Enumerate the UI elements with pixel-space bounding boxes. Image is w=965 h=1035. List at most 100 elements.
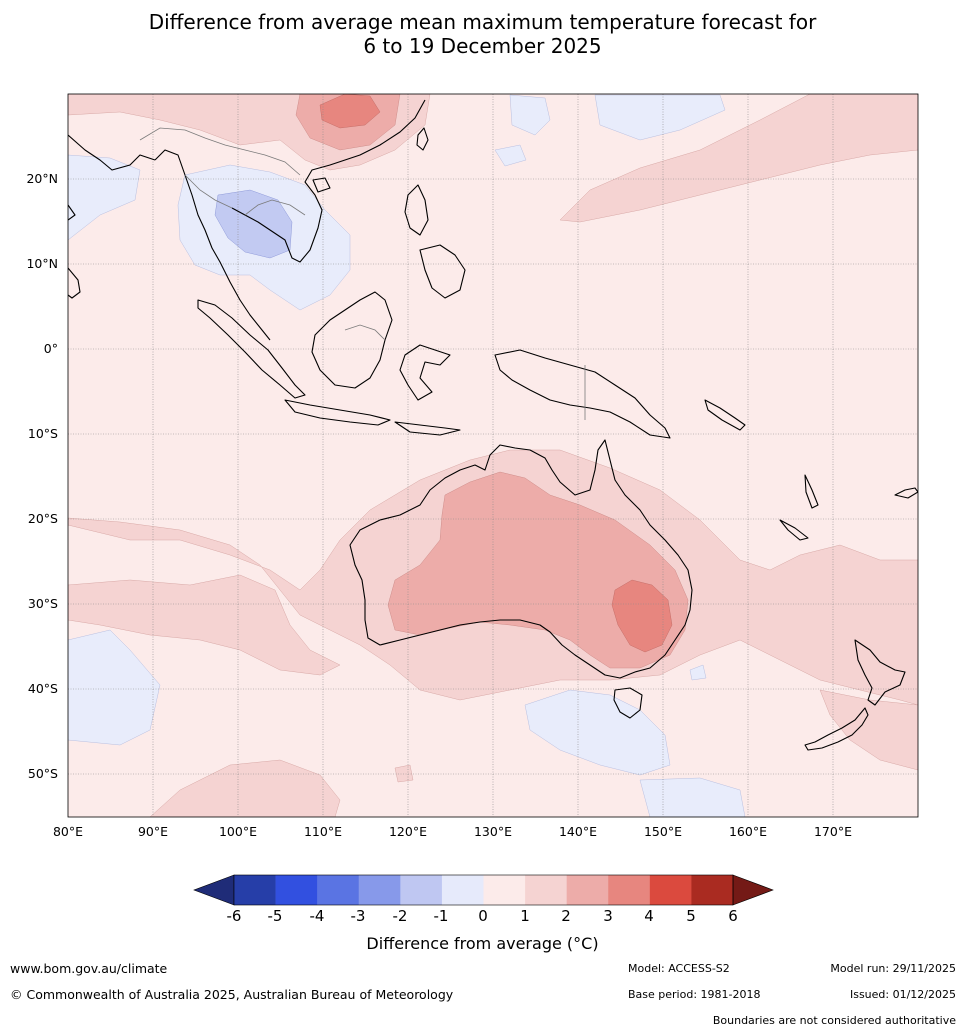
lon-tick-label: 170°E bbox=[813, 824, 852, 839]
anomaly-cool-north-pacific bbox=[594, 94, 726, 141]
coastline-new-caledonia bbox=[779, 519, 809, 541]
colorbar-label: Difference from average (°C) bbox=[366, 934, 599, 953]
coastline-new-zealand-north bbox=[854, 639, 906, 706]
lon-tick-label: 150°E bbox=[643, 824, 682, 839]
lat-tick-label: 0° bbox=[43, 341, 58, 356]
model-run-date: Model run: 29/11/2025 bbox=[830, 962, 956, 975]
map-title: Difference from average mean maximum tem… bbox=[0, 10, 965, 58]
coastline-new-guinea bbox=[494, 349, 671, 439]
forecast-map bbox=[67, 93, 919, 818]
lon-tick-label: 130°E bbox=[473, 824, 512, 839]
colorbar-segment bbox=[317, 875, 360, 905]
colorbar-tick: -5 bbox=[267, 907, 283, 925]
anomaly-cool-west-tropics bbox=[68, 154, 141, 241]
coastline-fiji bbox=[894, 487, 918, 499]
lat-tick-label: 20°N bbox=[26, 171, 58, 186]
colorbar-tick: 4 bbox=[644, 907, 654, 925]
anomaly-cool-south-of-australia bbox=[524, 689, 671, 776]
lon-tick-label: 140°E bbox=[558, 824, 597, 839]
anomaly-cool-southern-indian bbox=[68, 629, 161, 746]
anomaly-warm-southeast-australia-hotspot bbox=[611, 579, 673, 653]
model-name: Model: ACCESS-S2 bbox=[628, 962, 730, 975]
colorbar-over-arrow bbox=[732, 874, 774, 906]
colorbar-segment bbox=[400, 875, 443, 905]
coastline-philippines-south bbox=[419, 244, 466, 299]
anomaly-warm-small-island-patch bbox=[394, 764, 414, 783]
anomaly-cool-thailand-core bbox=[214, 189, 293, 259]
colorbar-segment bbox=[441, 875, 484, 905]
anomaly-cool-small-patch bbox=[494, 144, 527, 167]
lat-tick-label: 50°S bbox=[27, 766, 58, 781]
coastline-australia bbox=[349, 439, 693, 679]
colorbar-segment bbox=[566, 875, 609, 905]
colorbar-segments bbox=[234, 875, 734, 905]
colorbar-tick: 5 bbox=[686, 907, 696, 925]
coastline-sulawesi bbox=[399, 344, 451, 401]
colorbar-segment bbox=[691, 875, 734, 905]
colorbar-tick: 6 bbox=[728, 907, 738, 925]
title-line-2: 6 to 19 December 2025 bbox=[363, 34, 602, 58]
lon-tick-label: 100°E bbox=[218, 824, 257, 839]
colorbar-tick: -6 bbox=[226, 907, 242, 925]
colorbar-segment bbox=[358, 875, 401, 905]
colorbar-segment bbox=[525, 875, 567, 905]
colorbar-tick: -4 bbox=[309, 907, 325, 925]
coastline-tasmania bbox=[613, 687, 643, 719]
colorbar-tick: 2 bbox=[561, 907, 571, 925]
lat-tick-label: 40°S bbox=[27, 681, 58, 696]
coastline-bay-of-bengal-north bbox=[154, 149, 271, 341]
colorbar-segment bbox=[608, 875, 651, 905]
anomaly-warm-north-pacific bbox=[559, 94, 918, 223]
lat-tick-label: 20°S bbox=[27, 511, 58, 526]
coastline-lesser-sunda bbox=[394, 421, 461, 436]
coastline-java bbox=[284, 399, 391, 426]
anomaly-warm-southern-band bbox=[149, 759, 341, 817]
colorbar-segment bbox=[649, 875, 692, 905]
anomaly-cool-philippine-sea bbox=[509, 94, 551, 136]
coastline-sri-lanka bbox=[68, 267, 81, 299]
colorbar-tick: 1 bbox=[520, 907, 530, 925]
coastline-solomon-islands bbox=[704, 399, 746, 431]
coastline-taiwan bbox=[416, 127, 429, 151]
lon-tick-label: 110°E bbox=[303, 824, 342, 839]
map-gridlines bbox=[68, 94, 918, 817]
colorbar-tick: -1 bbox=[433, 907, 449, 925]
anomaly-warm-southwest-indian bbox=[68, 574, 341, 676]
lat-tick-label: 10°S bbox=[27, 426, 58, 441]
boundaries-note: Boundaries are not considered authoritat… bbox=[712, 1014, 956, 1027]
map-plot-area bbox=[68, 94, 918, 817]
coastline-india-west bbox=[68, 204, 76, 221]
issued-date: Issued: 01/12/2025 bbox=[849, 988, 956, 1001]
colorbar-tick: 0 bbox=[478, 907, 488, 925]
lon-tick-label: 90°E bbox=[137, 824, 169, 839]
colorbar-segment bbox=[234, 875, 276, 905]
map-frame bbox=[67, 93, 919, 818]
colorbar-tick: -3 bbox=[350, 907, 366, 925]
anomaly-cool-southern-ocean bbox=[639, 777, 746, 817]
anomaly-cool-tasman-patch bbox=[689, 664, 707, 681]
colorbar-segment bbox=[483, 875, 526, 905]
coastline-new-zealand-south bbox=[804, 707, 869, 751]
colorbar-tick: -2 bbox=[392, 907, 408, 925]
website-link[interactable]: www.bom.gov.au/climate bbox=[10, 961, 168, 976]
coastline-vanuatu bbox=[804, 474, 819, 509]
base-period: Base period: 1981-2018 bbox=[628, 988, 761, 1001]
coastlines bbox=[68, 99, 918, 751]
colorbar-frame bbox=[233, 874, 734, 906]
anomaly-warm-australia-interior bbox=[387, 471, 689, 669]
coastline-sumatra bbox=[197, 299, 306, 399]
lat-tick-label: 10°N bbox=[26, 256, 58, 271]
colorbar-segment bbox=[275, 875, 318, 905]
coastline-hainan bbox=[312, 177, 331, 193]
coastline-indochina bbox=[231, 99, 426, 263]
lon-tick-label: 120°E bbox=[388, 824, 427, 839]
colorbar-under-arrow bbox=[193, 874, 235, 906]
coastline-india-east bbox=[68, 134, 156, 171]
coastline-philippines-luzon bbox=[404, 184, 429, 236]
colorbar-tick: 3 bbox=[603, 907, 613, 925]
title-line-1: Difference from average mean maximum tem… bbox=[148, 10, 817, 34]
copyright-text: © Commonwealth of Australia 2025, Austra… bbox=[10, 987, 454, 1002]
lon-tick-label: 80°E bbox=[52, 824, 84, 839]
national-borders bbox=[139, 127, 586, 420]
lat-tick-label: 30°S bbox=[27, 596, 58, 611]
